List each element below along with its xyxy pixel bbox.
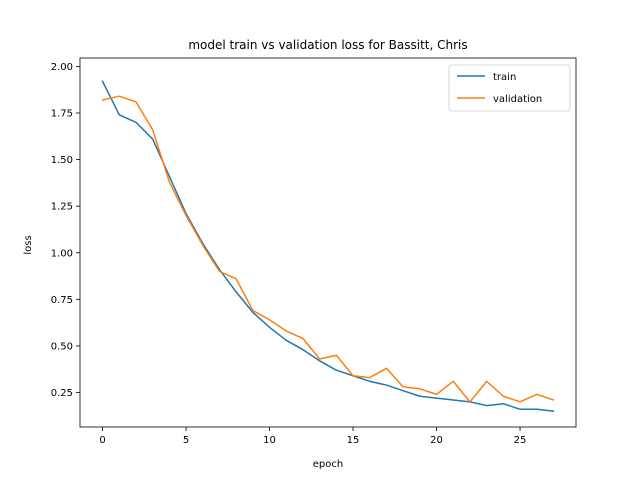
x-axis-label: epoch: [313, 459, 343, 470]
legend: train validation: [448, 64, 571, 112]
x-tick-label: 25: [514, 435, 527, 446]
y-tick-label: 2.00: [51, 62, 73, 73]
chart-title: model train vs validation loss for Bassi…: [188, 38, 467, 52]
series-line-validation: [101, 95, 555, 403]
y-tick-label: 0.75: [51, 295, 73, 306]
legend-label-validation: validation: [493, 94, 542, 105]
y-tick-label: 1.00: [51, 248, 73, 259]
x-tick-label: 5: [183, 435, 189, 446]
y-tick-label: 1.50: [51, 155, 73, 166]
y-tick-label: 1.75: [51, 108, 73, 119]
y-axis: 0.25 0.50 0.75 1.00 1.25 1.50 1.75 2.00: [51, 62, 80, 399]
y-tick-label: 0.25: [51, 388, 73, 399]
x-tick-label: 0: [99, 435, 105, 446]
plot-frame: [79, 57, 577, 428]
legend-label-train: train: [493, 72, 516, 83]
series-line-train: [101, 80, 555, 412]
plot-area: [79, 57, 577, 428]
x-axis: 0 5 10 15 20 25: [99, 427, 526, 446]
x-tick-label: 20: [430, 435, 443, 446]
x-tick-label: 15: [347, 435, 360, 446]
y-tick-label: 0.50: [51, 341, 73, 352]
y-tick-label: 1.25: [51, 202, 73, 213]
y-axis-label: loss: [23, 235, 34, 254]
x-tick-label: 10: [263, 435, 276, 446]
